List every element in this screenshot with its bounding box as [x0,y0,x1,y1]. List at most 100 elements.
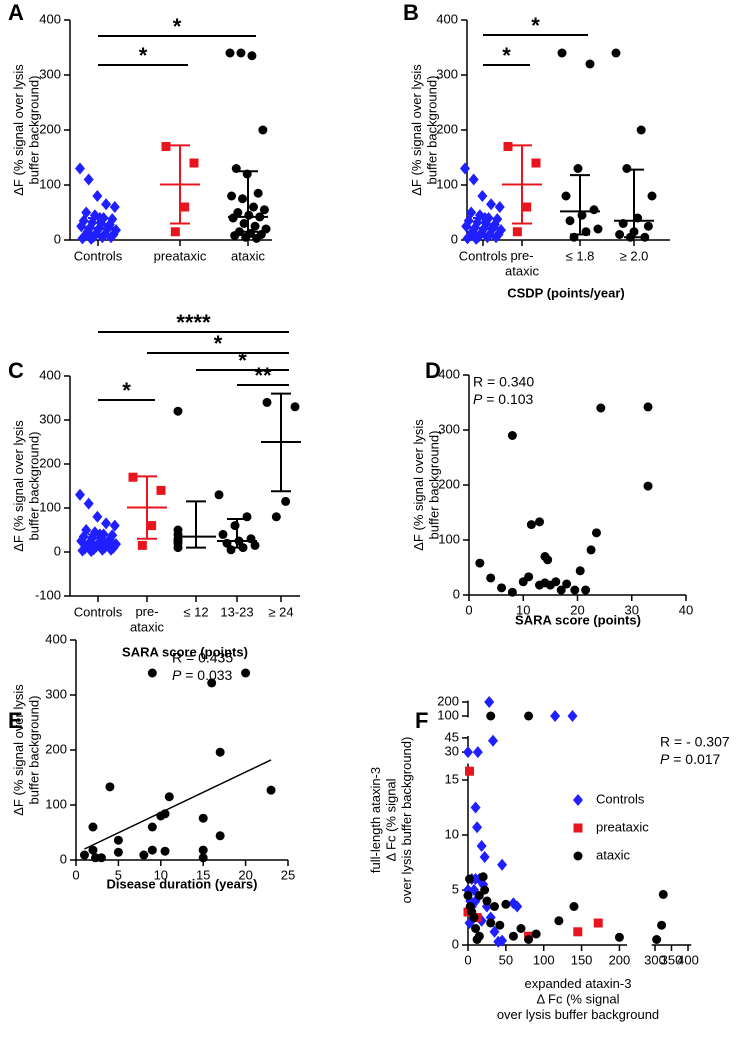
data-point [160,809,170,819]
y-tick-label: 400 [45,631,67,646]
data-point [636,125,646,135]
data-point [227,191,237,201]
y-tick-label: 200 [39,455,61,470]
data-point [540,578,550,588]
data-point [88,822,98,832]
data-point [281,496,291,506]
y-axis-label: ΔF (% signal over lysisbuffer background… [409,64,440,196]
data-point [128,472,138,482]
panel-letter: F [415,708,428,733]
data-point [497,583,507,593]
x-tick-label: 200 [609,952,631,967]
data-point [88,845,98,855]
data-point [484,696,495,708]
x-tick-label: ≥ 24 [268,604,293,619]
data-point [103,535,114,547]
legend-marker [573,823,583,833]
y-tick-label: 0 [54,231,61,246]
data-point [567,710,578,722]
y-tick-label: 0 [54,543,61,558]
data-point [461,220,472,233]
data-point [247,51,257,61]
y-axis-label: ΔF (% signal over lysisbuffer background… [11,684,42,816]
data-point [105,782,115,792]
data-point [250,221,260,231]
data-point [113,835,123,845]
x-tick-label: 0 [465,602,472,617]
legend-marker [573,851,583,861]
y-tick-label: 100 [39,176,61,191]
y-axis-label: ΔF (% signal over lysisbuffer background… [411,419,442,551]
data-point [207,678,217,688]
data-point [230,521,240,531]
data-point [474,891,484,900]
x-tick-label: 20 [238,867,252,882]
data-point [486,711,496,721]
panel-letter: A [8,0,24,25]
data-point [640,232,650,242]
significance-label: * [238,348,247,373]
legend-label: preataxic [596,819,649,834]
data-point [106,231,117,244]
x-tick-label: ≤ 12 [183,604,208,619]
data-point [581,585,591,595]
data-point [225,48,235,58]
data-point [101,517,112,530]
data-point [512,227,522,237]
annotation: R = 0.340 [473,374,534,390]
x-tick-label: ≥ 2.0 [620,248,649,263]
y-tick-label: 100 [436,176,458,191]
y-tick-label: 200 [438,476,460,491]
data-point [147,845,157,855]
data-point [471,232,482,245]
y-tick-label: 400 [436,11,458,26]
data-point [516,924,526,933]
y-tick-label: 200 [45,741,67,756]
data-point [198,853,208,863]
data-point [137,540,147,550]
annotation: P = 0.103 [473,391,534,407]
data-point [76,220,87,233]
data-point [593,918,603,928]
x-tick-label: 350 [661,952,683,967]
x-tick-label: 50 [499,952,513,967]
data-point [501,899,511,909]
data-point [113,847,123,857]
significance-label: * [139,43,148,68]
y-tick-label: 200 [436,121,458,136]
x-tick-label: 15 [196,867,210,882]
y-tick-label: 0 [60,851,67,866]
y-tick-label: -100 [35,587,61,602]
data-point [198,845,208,855]
data-point [173,406,183,416]
data-point [589,205,599,215]
panel-letter: D [425,358,441,383]
data-point [522,202,532,212]
data-point [526,520,536,530]
data-point [497,934,508,947]
legend-label: ataxic [596,847,630,862]
data-point [543,555,553,565]
x-axis-label: expanded ataxin-3 Δ Fc (% signal over lysi… [497,976,659,1022]
data-point [486,573,496,583]
data-point [479,851,490,863]
y-tick-label: 300 [39,66,61,81]
y-tick-label: 400 [39,367,61,382]
y-tick-label: 0 [451,231,458,246]
data-point [75,488,85,501]
data-point [271,512,281,522]
data-point [611,48,621,58]
data-point [551,577,561,587]
x-tick-label: 30 [625,602,639,617]
significance-label: * [122,378,131,403]
data-point [147,668,157,678]
data-point [465,766,475,776]
y-tick-label: 100 [39,499,61,514]
data-point [569,902,579,911]
data-point [476,840,487,852]
data-point [248,202,258,212]
panel-letter: B [403,0,419,25]
significance-label: * [214,331,223,356]
data-point [495,920,505,930]
data-point [460,162,470,175]
